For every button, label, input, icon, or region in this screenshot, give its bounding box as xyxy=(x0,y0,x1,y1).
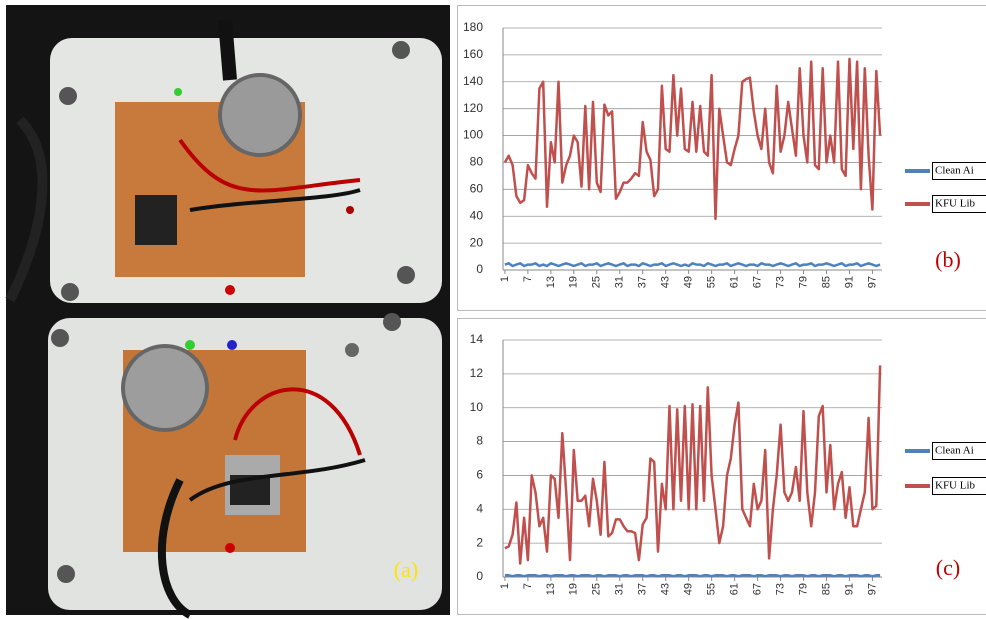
figure: (a) 020406080100120140160180171319253137… xyxy=(0,0,986,619)
x-tick-label: 19 xyxy=(568,583,580,595)
y-tick-label: 140 xyxy=(463,74,483,88)
x-tick-label: 25 xyxy=(591,276,603,288)
x-tick-label: 61 xyxy=(729,276,741,288)
x-tick-label: 25 xyxy=(591,583,603,595)
x-tick-label: 91 xyxy=(843,583,855,595)
y-tick-label: 2 xyxy=(476,535,483,549)
x-tick-label: 43 xyxy=(660,583,672,595)
y-tick-label: 10 xyxy=(470,400,484,414)
y-tick-label: 60 xyxy=(470,182,484,196)
y-tick-label: 180 xyxy=(463,20,483,34)
x-tick-label: 55 xyxy=(706,276,718,288)
x-tick-label: 7 xyxy=(522,583,534,589)
y-tick-label: 14 xyxy=(470,332,484,346)
x-tick-label: 67 xyxy=(751,583,763,595)
x-tick-label: 43 xyxy=(660,276,672,288)
photo-label: (a) xyxy=(394,557,418,582)
legend-label: Clean Ai xyxy=(935,165,974,177)
y-tick-label: 40 xyxy=(470,208,484,222)
y-tick-label: 12 xyxy=(470,366,484,380)
x-tick-label: 79 xyxy=(797,583,809,595)
x-tick-label: 79 xyxy=(797,276,809,288)
legend-label: KFU Lib xyxy=(935,480,976,492)
x-tick-label: 67 xyxy=(751,276,763,288)
x-tick-label: 85 xyxy=(820,276,832,288)
y-tick-label: 8 xyxy=(476,434,483,448)
x-tick-label: 73 xyxy=(774,276,786,288)
x-tick-label: 37 xyxy=(637,583,649,595)
photo: (a) xyxy=(6,5,450,615)
chart-frame xyxy=(458,319,986,615)
x-tick-label: 13 xyxy=(545,276,557,288)
x-tick-label: 97 xyxy=(866,583,878,595)
y-tick-label: 20 xyxy=(470,235,484,249)
x-tick-label: 1 xyxy=(499,276,511,282)
y-tick-label: 100 xyxy=(463,128,483,142)
y-tick-label: 0 xyxy=(476,569,483,583)
x-tick-label: 31 xyxy=(614,276,626,288)
x-tick-label: 61 xyxy=(729,583,741,595)
y-tick-label: 6 xyxy=(476,468,483,482)
legend-label: Clean Ai xyxy=(935,445,974,457)
x-tick-label: 91 xyxy=(843,276,855,288)
y-tick-label: 80 xyxy=(470,155,484,169)
y-tick-label: 4 xyxy=(476,501,483,515)
x-tick-label: 97 xyxy=(866,276,878,288)
legend-label: KFU Lib xyxy=(935,198,976,210)
series-line xyxy=(505,575,880,576)
x-tick-label: 49 xyxy=(683,276,695,288)
y-tick-label: 160 xyxy=(463,47,483,61)
y-tick-label: 0 xyxy=(476,262,483,276)
x-tick-label: 49 xyxy=(683,583,695,595)
x-tick-label: 55 xyxy=(706,583,718,595)
x-tick-label: 1 xyxy=(499,583,511,589)
panel-label: (c) xyxy=(936,555,960,580)
y-tick-label: 120 xyxy=(463,101,483,115)
x-tick-label: 13 xyxy=(545,583,557,595)
x-tick-label: 37 xyxy=(637,276,649,288)
x-tick-label: 85 xyxy=(820,583,832,595)
panel-label: (b) xyxy=(935,247,961,272)
x-tick-label: 19 xyxy=(568,276,580,288)
x-tick-label: 31 xyxy=(614,583,626,595)
x-tick-label: 7 xyxy=(522,276,534,282)
x-tick-label: 73 xyxy=(774,583,786,595)
